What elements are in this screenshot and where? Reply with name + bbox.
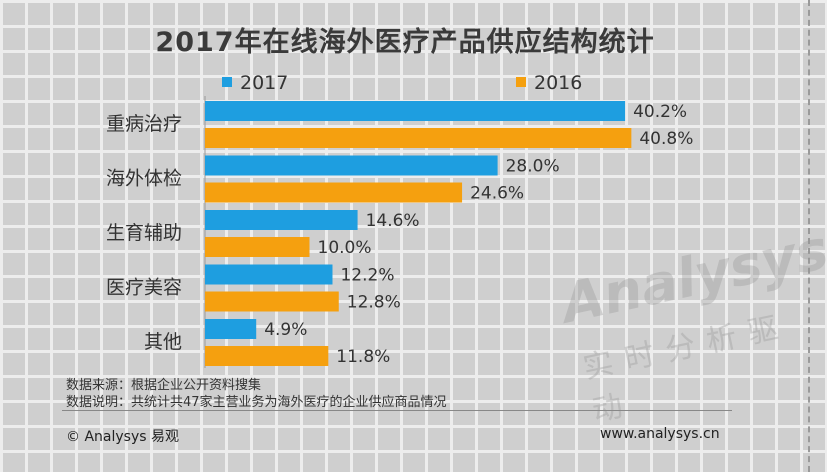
bar-2016 bbox=[205, 182, 463, 203]
legend-swatch-2017 bbox=[222, 76, 232, 87]
legend-swatch-2016 bbox=[516, 76, 526, 87]
category-label: 海外体检 bbox=[106, 168, 182, 190]
footer-website[interactable]: www.analysys.cn bbox=[600, 426, 720, 442]
data-explain-note: 数据说明：共统计共47家主营业务为海外医疗的企业供应商品情况 bbox=[66, 395, 447, 410]
legend-label-2017: 2017 bbox=[240, 72, 289, 94]
chart-title: 2017年在线海外医疗产品供应结构统计 bbox=[155, 27, 655, 58]
data-label-2017: 40.2% bbox=[633, 102, 687, 122]
data-label-2016: 12.8% bbox=[347, 293, 401, 313]
data-label-2016: 10.0% bbox=[318, 238, 372, 258]
legend-2017: 2017 bbox=[222, 72, 288, 94]
category-label: 其他 bbox=[144, 331, 182, 353]
data-label-2017: 12.2% bbox=[340, 266, 394, 286]
category-label: 重病治疗 bbox=[106, 113, 182, 135]
bar-2016 bbox=[205, 237, 310, 257]
data-label-2017: 14.6% bbox=[366, 211, 420, 231]
data-source-note: 数据来源：根据企业公开资料搜集 bbox=[66, 378, 262, 393]
bar-2017 bbox=[205, 101, 626, 121]
bar-2017 bbox=[205, 155, 498, 176]
category-label: 生育辅助 bbox=[106, 222, 182, 244]
bar-2017 bbox=[205, 210, 358, 230]
legend-2016: 2016 bbox=[516, 72, 582, 94]
footer-divider bbox=[62, 410, 732, 411]
right-border bbox=[808, 0, 810, 472]
category-label: 医疗美容 bbox=[106, 277, 182, 299]
data-label-2016: 40.8% bbox=[639, 129, 693, 149]
data-label-2017: 28.0% bbox=[506, 157, 560, 177]
bar-2017 bbox=[205, 319, 257, 339]
legend-label-2016: 2016 bbox=[534, 72, 583, 94]
bar-2016 bbox=[205, 128, 632, 148]
bar-2017 bbox=[205, 264, 333, 285]
data-label-2017: 4.9% bbox=[264, 320, 307, 340]
data-label-2016: 24.6% bbox=[470, 184, 524, 204]
bar-2016 bbox=[205, 346, 329, 366]
bar-2016 bbox=[205, 291, 339, 312]
data-label-2016: 11.8% bbox=[336, 347, 390, 367]
footer-copyright: © Analysys 易观 bbox=[66, 429, 179, 445]
